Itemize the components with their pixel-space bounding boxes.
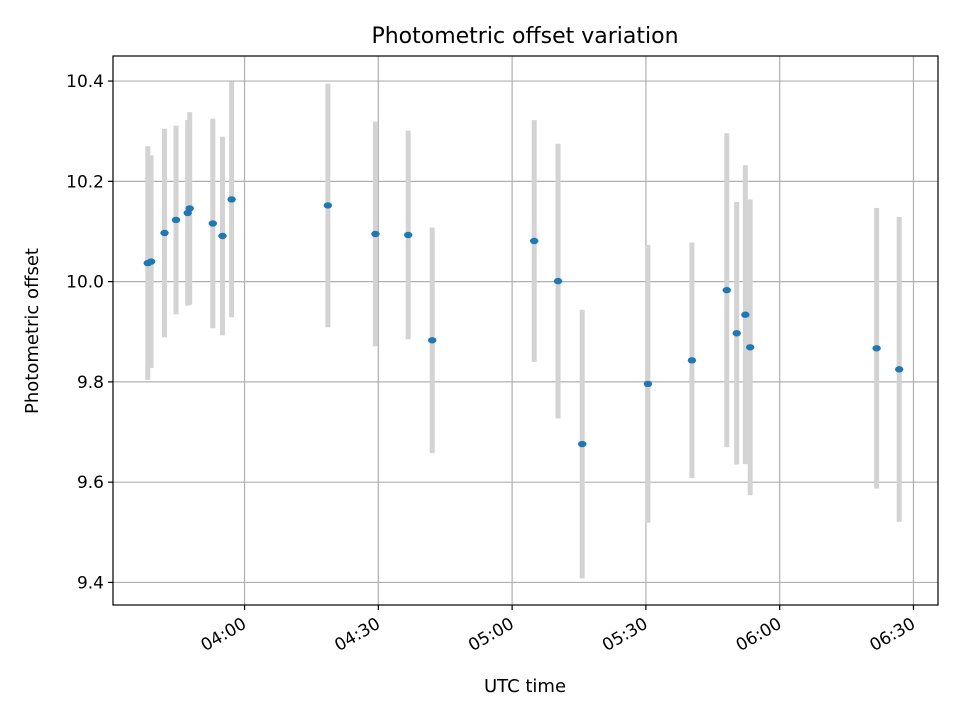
data-point [872,345,881,352]
y-tick-label: 9.8 [77,373,104,393]
data-point [428,337,437,344]
y-axis-label: Photometric offset [22,248,43,414]
data-point [741,311,750,318]
y-tick-label: 10.4 [66,72,104,92]
y-tick-label: 9.4 [77,573,104,593]
x-axis-label: UTC time [484,676,566,697]
data-point [146,258,156,265]
plot-frame [112,55,939,606]
data-point [722,286,731,294]
data-point [227,196,236,203]
grid-lines [113,56,938,605]
y-tick-label: 10.2 [66,172,104,192]
plot-area [113,56,938,605]
data-points [143,196,904,448]
data-point [687,357,697,364]
data-point [895,366,904,373]
data-point [371,230,380,238]
y-tick-label: 9.6 [77,473,104,493]
data-point [553,277,563,285]
data-point [578,440,587,448]
y-tick-label: 10.0 [66,273,104,293]
data-point [404,231,413,239]
data-point [185,205,194,212]
data-point [732,330,741,337]
data-point [218,232,227,240]
y-axis-ticks: 9.4 9.6 9.8 10.0 10.2 10.4 [66,72,113,593]
data-point [171,216,181,224]
data-point [208,220,218,227]
data-point [745,344,755,351]
data-point [323,202,333,209]
data-point [529,237,539,245]
data-point [160,229,169,237]
data-point [643,380,653,388]
chart-title: Photometric offset variation [371,24,678,49]
